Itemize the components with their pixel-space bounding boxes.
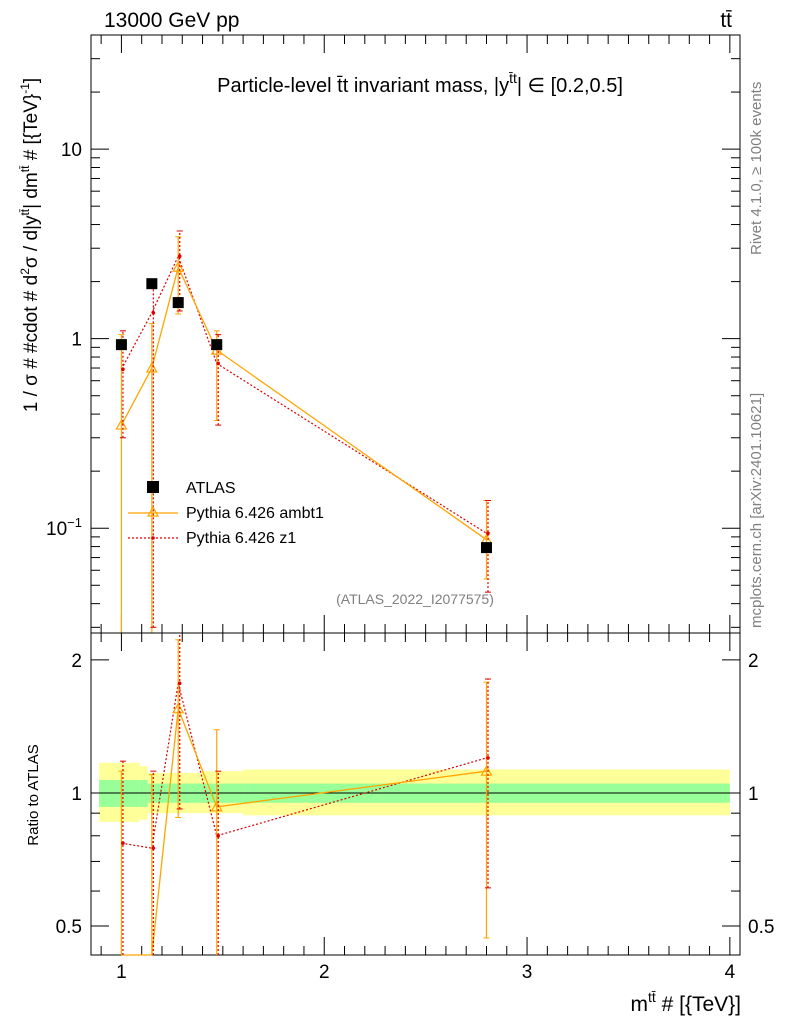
z1-ratio-marker xyxy=(177,681,182,686)
ratio-y-tick-label-right: 0.5 xyxy=(748,917,774,938)
process-label: tt̄ xyxy=(720,9,732,32)
ambt1-ratio-marker xyxy=(480,764,493,776)
xlabel-sup: tt̄ xyxy=(648,989,656,1005)
ylabel-sup-3: tt̄ xyxy=(18,165,32,172)
ylabel-part-c: | dm xyxy=(21,172,42,209)
legend-z1-marker xyxy=(151,536,155,540)
ratio-uncertainty-band xyxy=(99,762,740,822)
atlas-data-point xyxy=(480,542,492,554)
energy-label: 13000 GeV pp xyxy=(104,9,239,32)
ratio-x-tick-label: 3 xyxy=(522,962,533,983)
x-axis-label: mtt̄ # [{TeV}] xyxy=(630,989,741,1016)
main-y-tick-label: 1 xyxy=(71,330,82,351)
title-tt: t̄t xyxy=(337,75,349,97)
legend-ambt1-label: Pythia 6.426 ambt1 xyxy=(186,505,324,522)
ylabel-part-b: σ / d|y xyxy=(21,215,42,268)
ratio-y-tick-label-right: 1 xyxy=(748,784,759,805)
title-suffix: | ∈ [0.2,0.5] xyxy=(517,75,623,97)
rivet-version-text: Rivet 4.1.0, ≥ 100k events xyxy=(748,82,765,255)
ylabel-part-a: 1 / σ # #cdot # d xyxy=(21,275,42,412)
ylabel-sup-1: 2 xyxy=(18,268,32,275)
title-prefix: Particle-level xyxy=(217,75,337,97)
ratio-y-tick-label-right: 2 xyxy=(748,651,759,672)
ambt1-main-line xyxy=(120,265,487,541)
ratio-x-tick-label: 2 xyxy=(319,962,330,983)
ylabel-part-e: ] xyxy=(21,78,42,83)
ratio-x-tick-labels: 1 2 3 4 xyxy=(116,962,735,983)
legend-ambt1-marker xyxy=(146,505,160,517)
main-axis-ticks xyxy=(91,34,740,633)
legend-atlas-marker xyxy=(147,481,159,493)
main-y-tick-labels: 10−1 1 10 xyxy=(46,140,82,540)
main-y-axis-label: 1 / σ # #cdot # d2σ / d|ytt̄| dmtt̄ # [{… xyxy=(18,78,42,412)
title-mid: invariant mass, |y xyxy=(348,75,509,97)
ratio-x-tick-label: 1 xyxy=(116,962,127,983)
atlas-data-point xyxy=(211,339,223,351)
xlabel-part-b: # [{TeV}] xyxy=(656,993,741,1016)
atlas-data-point xyxy=(146,278,158,290)
ratio-y-tick-label-left: 2 xyxy=(71,651,82,672)
z1-marker xyxy=(177,254,182,259)
ambt1-ratio-line xyxy=(121,708,487,956)
ratio-y-tick-label-left: 0.5 xyxy=(56,917,82,938)
ratio-axis-ticks xyxy=(91,633,740,955)
title-sup: t̄t xyxy=(509,70,517,86)
ambt1-marker xyxy=(172,261,185,272)
main-title: Particle-level t̄t invariant mass, |yt̄t… xyxy=(217,70,623,97)
mcplots-site-text: mcplots.cern.ch [arXiv:2401.10621] xyxy=(748,393,765,628)
main-y-tick-label: 10 xyxy=(61,140,82,161)
ambt1-ratio-marker xyxy=(210,800,223,812)
z1-ratio-marker xyxy=(151,846,156,850)
z1-marker xyxy=(121,367,125,372)
ratio-y-axis-label: Ratio to ATLAS xyxy=(25,744,42,845)
atlas-data-point xyxy=(172,297,184,309)
ratio-x-tick-label: 4 xyxy=(725,962,736,983)
z1-marker xyxy=(216,361,221,366)
ambt1-marker xyxy=(115,418,128,430)
legend-atlas-label: ATLAS xyxy=(186,480,236,497)
ratio-y-tick-label-left: 1 xyxy=(71,784,82,805)
legend-z1-label: Pythia 6.426 z1 xyxy=(186,530,296,547)
ratio-series-layer xyxy=(118,633,493,956)
ratio-plot-frame xyxy=(90,632,741,956)
ylabel-sup-2: tt̄ xyxy=(18,208,32,215)
main-y-tick-label: 10−1 xyxy=(46,515,82,540)
atlas-data-point xyxy=(115,339,127,351)
ambt1-marker xyxy=(145,361,158,373)
ylabel-sup-4: -1 xyxy=(18,83,32,94)
ylabel-part-d: # [{TeV} xyxy=(21,94,42,166)
ratio-y-tick-labels: 0.5 0.5 1 1 2 2 xyxy=(56,651,775,938)
xlabel-part-a: m xyxy=(630,993,648,1016)
z1-marker xyxy=(151,310,156,315)
z1-ratio-marker xyxy=(121,841,125,845)
legend: ATLAS Pythia 6.426 ambt1 Pythia 6.426 z1 xyxy=(128,480,324,547)
main-series-layer xyxy=(115,230,493,634)
z1-ratio-marker xyxy=(216,833,221,838)
ambt1-ratio-marker xyxy=(172,702,185,714)
analysis-watermark: (ATLAS_2022_I2077575) xyxy=(336,591,494,607)
z1-ratio-marker xyxy=(486,756,490,760)
z1-marker xyxy=(486,531,490,536)
